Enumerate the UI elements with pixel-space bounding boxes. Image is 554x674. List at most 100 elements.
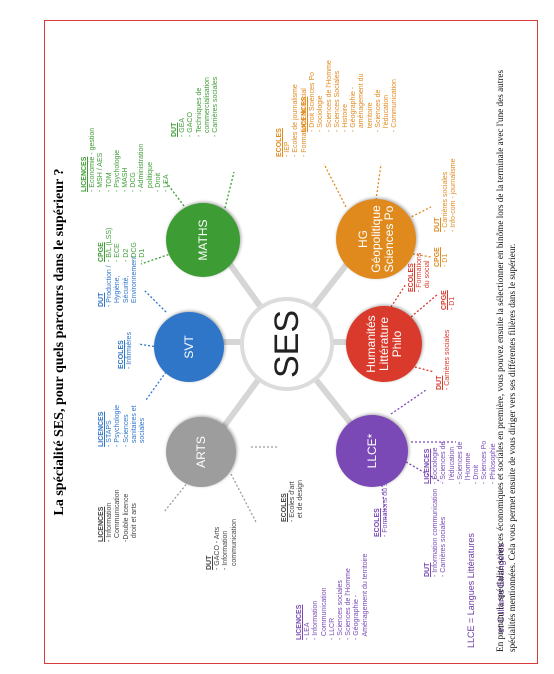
llce_licences-heading: LICENCES: [424, 448, 431, 484]
hlp-label-0: Humanités: [363, 315, 378, 373]
legend-line-1: LLCE = Langues Littératures: [466, 533, 476, 648]
hlp-ecoles-block: ECOLES - Formations du social: [408, 253, 433, 292]
hlp_dut-heading: DUT: [436, 375, 443, 390]
node-svt: SVT: [154, 312, 224, 382]
arts_licences-item: -Double licence: [122, 493, 130, 542]
llce_licences-item: - Sociologie: [432, 447, 440, 484]
hg_dut-item: - Info-com - journalisme: [450, 158, 458, 232]
hg_licences-heading: LICENCES: [301, 96, 308, 132]
svt_licences-item: - Psychologie: [114, 404, 122, 447]
maths_licences-item: - TOM: [105, 172, 113, 192]
bl_licences-heading: LICENCES: [296, 604, 303, 640]
maths-dut-block: DUT - GEA - GACO - Techniques de commercial…: [171, 77, 220, 137]
maths_licences-item: - Droit: [154, 172, 162, 192]
hg_licences-item: - Sciences Sociales: [333, 70, 341, 132]
maths_cpge-item: - D1: [139, 248, 147, 262]
hg_licences-item: territoire: [366, 102, 374, 132]
maths_licences-item: - Economie - gestion: [89, 127, 97, 192]
svt_licences-item: - Sciences: [122, 414, 130, 447]
maths_cpge-heading: CPGE: [98, 242, 105, 262]
bl_licences-item: - Sciences sociales: [337, 580, 345, 640]
maths_dut-item: - Carrières sociales: [212, 76, 220, 137]
hg_dut-heading: DUT: [434, 217, 441, 232]
hg_licences-item: aménagement du: [358, 73, 366, 132]
hg-label-0: HG: [355, 230, 370, 249]
arts-ecoles-block: ECOLES - Ecoles d'art et de design: [281, 480, 306, 522]
node-ses: SES: [244, 301, 330, 387]
hg_dut-item: - Carrières sociales: [442, 171, 450, 232]
bl-ecoles-block: ECOLES - Formations du social: [374, 468, 390, 537]
hlp_ecoles-item: du social: [424, 260, 432, 292]
arts_licences-item: Communication: [114, 489, 122, 542]
maths_licences-item: - Psychologie: [113, 149, 121, 192]
footer-line-2: spécialités mentionnées. Cela vous perme…: [507, 243, 517, 652]
llce-label-0: LLCE*: [364, 433, 379, 469]
hg_cpge-heading: CPGE: [434, 247, 441, 267]
svt_dut-item: Environnement: [130, 256, 138, 307]
hlp-dut-block: DUT - Carrières sociales: [436, 330, 452, 390]
svt-licences-block: LICENCES - STAPS - Psychologie - Sciences s…: [98, 405, 147, 447]
hg_licences-item: - Sociologie: [317, 95, 325, 132]
bl_licences-item: - LEA: [304, 622, 312, 640]
svt_dut-item: Hygiène,: [114, 275, 122, 307]
llce_licences-item: - Sciences de: [440, 441, 448, 484]
svt_dut-item: - Production /: [106, 265, 114, 307]
maths_cpge-item: - ECE: [114, 243, 122, 262]
arts_licences-heading: LICENCES: [98, 506, 105, 542]
bl_ecoles-item: - Formations du social: [382, 468, 390, 537]
hg_licences-item: l'éducation: [383, 94, 391, 132]
bl_licences-item: Aménagement du territoire: [361, 553, 369, 640]
maths_cpge-item: - D2: [122, 248, 130, 262]
node-hlp: Humanités Littérature Philo: [346, 306, 422, 382]
bl_licences-item: - LLCR: [328, 617, 336, 640]
svt_ecoles-item: - Infirmières: [126, 332, 134, 369]
maths_dut-item: commercialisation: [203, 77, 211, 137]
maths_licences-item: - DCG: [130, 172, 138, 192]
hlp_cpge-item: - D1: [449, 296, 457, 310]
llce_licences-item: l'Homme: [465, 452, 473, 484]
bl_dut-heading: DUT: [424, 562, 431, 577]
hg-label-2: Sciences Po: [381, 205, 396, 273]
hg-cpge-block: CPGE - D1: [434, 247, 450, 267]
maths_dut-item: - GEA: [179, 117, 187, 137]
node-hg: HG Géopolitique Sciences Po: [336, 199, 416, 279]
hg-label-1: Géopolitique: [368, 205, 383, 273]
arts-licences-block: LICENCES - Information Communication -Doub…: [98, 489, 139, 542]
hg_ecoles-heading: ECOLES: [276, 128, 283, 157]
maths_dut-item: - GACO: [187, 112, 195, 137]
bl-licences-block: LICENCES - LEA - Information Communication…: [296, 554, 370, 640]
node-arts: ARTS: [166, 417, 236, 487]
maths_licences-item: - MASH: [122, 167, 130, 193]
svt_ecoles-heading: ECOLES: [118, 340, 125, 369]
arts-label-0: ARTS: [193, 436, 208, 468]
arts-dut-block: DUT - GACO - Arts - Information communicat…: [206, 519, 239, 570]
hlp-label-1: Littérature: [376, 317, 391, 372]
footer-line-1: En prenant la spécialité sciences économ…: [495, 69, 505, 652]
hg_licences-item: - Histoire: [342, 103, 350, 132]
llce_licences-item: l'éducation: [448, 446, 456, 484]
hg_licences-item: - Communication: [391, 79, 399, 132]
maths-cpge-block: CPGE - B/L (LSS) - ECE - D2- DCG - D1: [98, 228, 147, 262]
svt-dut-block: DUT - Production / Hygiène, Sécurité, Env…: [98, 256, 139, 307]
bl-dut-block: DUT - Information communication - Carrière…: [424, 489, 449, 577]
hlp_ecoles-heading: ECOLES: [408, 263, 415, 292]
svt_licences-item: sociales: [139, 417, 147, 447]
maths_dut-heading: DUT: [171, 122, 178, 137]
bl_ecoles-heading: ECOLES: [374, 508, 381, 537]
hg_licences-item: - Sciences de: [374, 89, 382, 132]
hg-dut-block: DUT - Carrières sociales - Info-com - jour…: [434, 158, 459, 232]
hg_licences-item: - Géographie -: [350, 86, 358, 132]
hg_ecoles-item: - IEP: [284, 141, 292, 157]
arts_ecoles-heading: ECOLES: [281, 493, 288, 522]
hg_cpge-item: - D1: [442, 253, 450, 267]
bl_dut-item: - Information communication: [432, 488, 440, 577]
svt_licences-item: sanitaires et: [130, 405, 138, 447]
arts_dut-item: - Information: [222, 530, 230, 570]
svt-ecoles-block: ECOLES - Infirmières: [118, 332, 134, 369]
maths_cpge-item: - B/L (LSS): [106, 227, 114, 262]
arts_dut-item: communication: [230, 519, 238, 570]
arts_licences-item: droit et arts: [130, 503, 138, 542]
hlp_cpge-heading: CPGE: [441, 290, 448, 310]
node-llce: LLCE*: [336, 415, 408, 487]
svt_licences-item: - STAPS: [106, 420, 114, 447]
